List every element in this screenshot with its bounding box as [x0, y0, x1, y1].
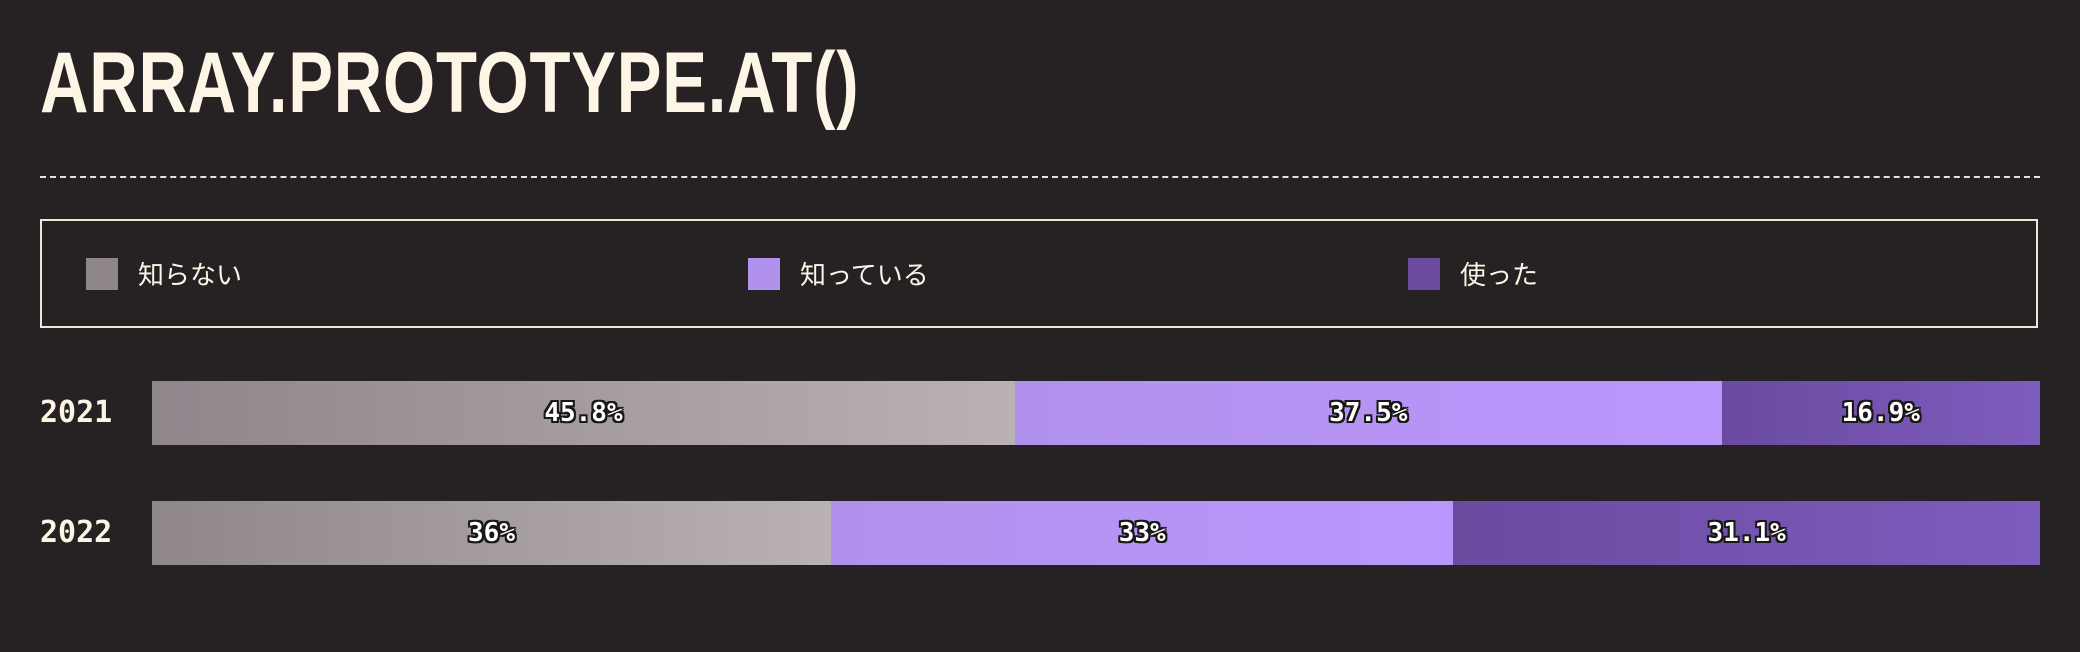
bar-segment-2022-unknown: 36%: [152, 501, 831, 565]
title-divider: [40, 176, 2040, 178]
row-label-2022: 2022: [40, 515, 113, 550]
legend-swatch-known: [748, 257, 780, 290]
legend-label-known: 知っている: [800, 261, 929, 291]
legend-swatch-used: [1408, 257, 1440, 290]
bar-segment-2021-known: 37.5%: [1014, 381, 1722, 445]
legend-item-known[interactable]: 知っている: [748, 221, 929, 326]
data-label-2021-known: 37.5%: [1329, 398, 1408, 428]
bar-2021: 45.8% 37.5% 16.9%: [152, 381, 2040, 445]
legend-swatch-unknown: [86, 257, 118, 290]
data-label-2021-unknown: 45.8%: [544, 398, 623, 428]
bar-segment-2022-used: 31.1%: [1453, 501, 2040, 565]
legend-label-unknown: 知らない: [138, 261, 243, 291]
legend: 知らない 知っている 使った: [40, 219, 2038, 328]
bar-2022: 36% 33% 31.1%: [152, 501, 2040, 565]
bar-segment-2021-used: 16.9%: [1721, 381, 2040, 445]
bar-segment-2021-unknown: 45.8%: [152, 381, 1015, 445]
legend-label-used: 使った: [1460, 261, 1539, 291]
data-label-2022-unknown: 36%: [468, 518, 515, 548]
data-label-2022-used: 31.1%: [1707, 518, 1786, 548]
bar-segment-2022-known: 33%: [831, 501, 1454, 565]
row-label-2021: 2021: [40, 395, 113, 430]
data-label-2021-used: 16.9%: [1841, 398, 1920, 428]
legend-item-unknown[interactable]: 知らない: [86, 221, 242, 326]
chart-title: ARRAY.PROTOTYPE.AT(): [40, 35, 860, 131]
legend-item-used[interactable]: 使った: [1408, 221, 1538, 326]
data-label-2022-known: 33%: [1118, 518, 1166, 548]
